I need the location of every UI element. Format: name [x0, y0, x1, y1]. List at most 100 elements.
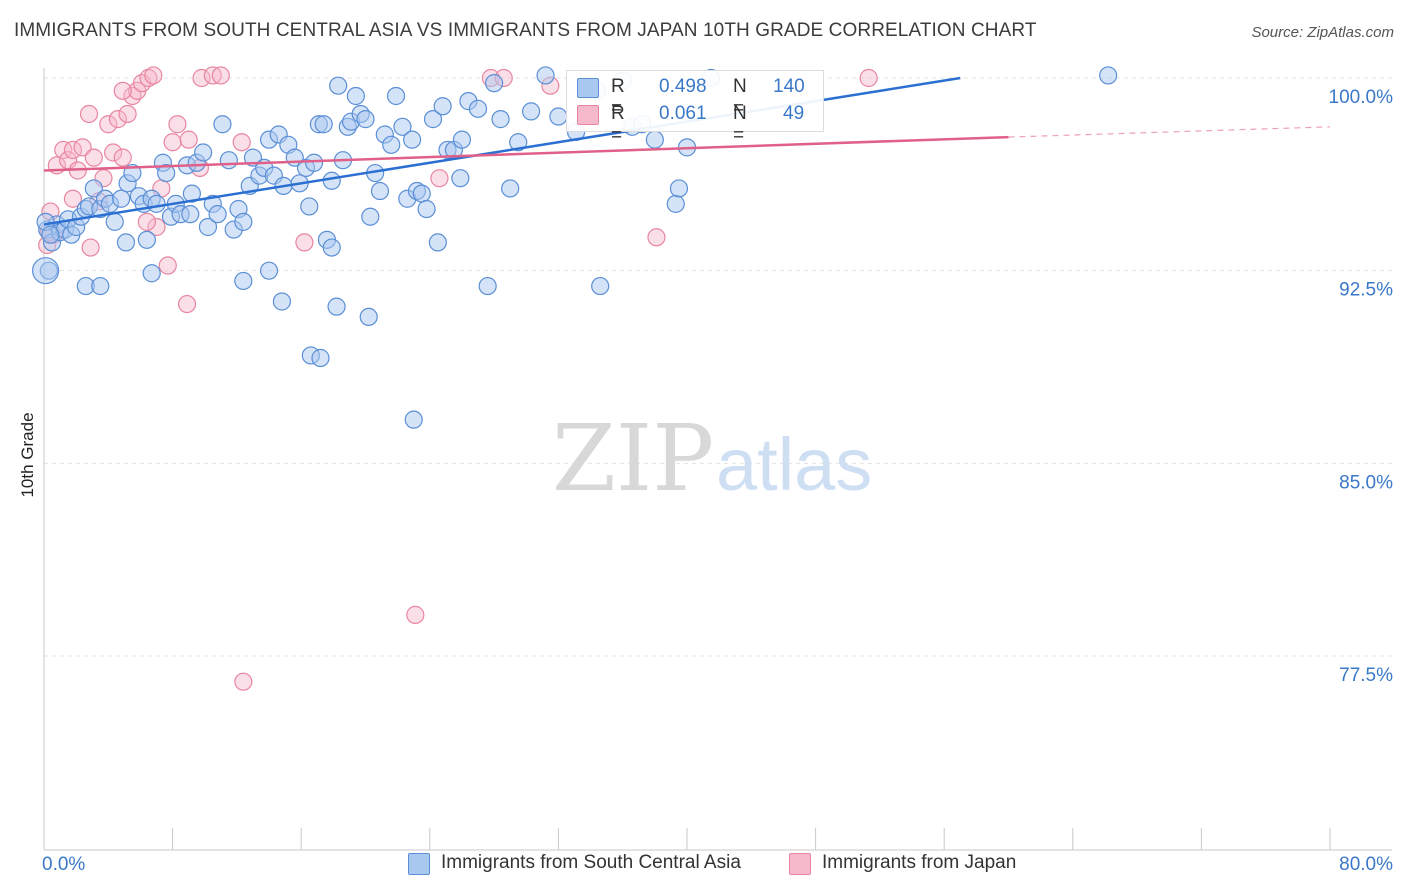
data-point-south-central-asia [521, 102, 541, 121]
watermark-zip: ZIP [552, 405, 714, 512]
y-tick-label: 100.0% [1329, 87, 1394, 108]
data-point-japan [192, 68, 211, 88]
data-point-japan [647, 228, 666, 247]
data-point-south-central-asia [491, 110, 510, 129]
source-credit: Source: ZipAtlas.com [1251, 24, 1394, 41]
data-point-japan [108, 110, 128, 129]
data-point-japan [84, 148, 103, 167]
data-point-south-central-asia [452, 130, 472, 149]
data-point-japan [104, 143, 123, 162]
data-point-south-central-asia [361, 207, 380, 226]
data-point-south-central-asia [137, 230, 156, 249]
data-point-south-central-asia [142, 264, 161, 283]
data-point-japan [179, 130, 198, 149]
data-point-south-central-asia [645, 130, 664, 149]
data-point-south-central-asia [412, 184, 431, 203]
data-point-japan [73, 138, 92, 157]
data-point-japan [123, 86, 142, 106]
data-point-japan [144, 66, 163, 85]
data-point-south-central-asia [329, 76, 348, 95]
data-point-south-central-asia [314, 115, 333, 134]
data-point-japan [54, 140, 73, 160]
data-point-south-central-asia [182, 184, 201, 203]
watermark-atlas: atlas [716, 423, 872, 506]
data-point-south-central-asia [147, 194, 166, 213]
data-point-japan [147, 217, 166, 237]
data-point-south-central-asia [468, 99, 488, 118]
data-point-south-central-asia [311, 348, 330, 368]
data-point-south-central-asia [669, 179, 689, 198]
x-tick-label: 80.0% [1339, 854, 1393, 875]
n-value: 49 [783, 103, 805, 124]
data-point-south-central-asia [219, 151, 238, 170]
y-tick-label: 92.5% [1339, 280, 1393, 301]
data-point-japan [139, 68, 158, 88]
data-point-south-central-asia [112, 189, 131, 208]
data-point-japan [63, 189, 83, 208]
data-point-japan [81, 238, 100, 257]
data-point-japan [177, 294, 197, 314]
data-point-south-central-asia [157, 163, 176, 183]
legend-label: Immigrants from Japan [822, 852, 1017, 873]
x-tick-label: 0.0% [42, 854, 85, 875]
data-point-south-central-asia [386, 86, 406, 106]
data-point-japan [295, 233, 314, 252]
legend-label: Immigrants from South Central Asia [441, 852, 741, 873]
data-point-south-central-asia [116, 233, 136, 252]
data-point-south-central-asia [198, 217, 218, 237]
data-point-south-central-asia [423, 110, 443, 129]
r-label: R = [611, 103, 625, 146]
data-point-south-central-asia [591, 276, 610, 296]
data-point-japan [99, 115, 118, 134]
data-point-japan [113, 81, 132, 100]
data-point-south-central-asia [549, 107, 568, 126]
data-point-japan [79, 104, 99, 124]
data-point-south-central-asia [404, 410, 423, 429]
data-point-south-central-asia [509, 133, 528, 152]
r-value: 0.498 [659, 76, 707, 97]
chart-title: IMMIGRANTS FROM SOUTH CENTRAL ASIA VS IM… [14, 20, 1037, 41]
data-point-south-central-asia [213, 115, 232, 134]
data-point-south-central-asia [327, 297, 346, 316]
data-point-japan [113, 148, 132, 167]
legend-swatch-pink [577, 105, 599, 125]
trendline-japan-extension [1008, 126, 1331, 138]
data-point-south-central-asia [478, 276, 497, 296]
data-point-south-central-asia [322, 238, 341, 257]
data-point-japan [859, 68, 878, 88]
data-point-south-central-asia [208, 205, 227, 224]
data-point-south-central-asia [501, 179, 520, 198]
data-point-japan [137, 212, 156, 231]
stats-legend: R = 0.498 N = 140 R = 0.061 N = 49 [566, 70, 824, 146]
data-point-south-central-asia [105, 212, 124, 231]
data-point-south-central-asia [272, 292, 292, 311]
data-point-south-central-asia [403, 130, 422, 149]
data-point-south-central-asia [194, 143, 213, 162]
y-tick-label: 85.0% [1339, 472, 1393, 493]
tick-labels: 100.0% 92.5% 85.0% 77.5% 0.0% 80.0% [42, 87, 1393, 875]
data-point-south-central-asia [1099, 66, 1118, 85]
data-point-south-central-asia [393, 117, 412, 136]
data-point-south-central-asia [433, 97, 452, 116]
data-point-south-central-asia [346, 86, 365, 106]
data-point-south-central-asia [234, 212, 253, 231]
data-point-japan [406, 605, 425, 624]
data-point-south-central-asia [536, 66, 555, 85]
r-label: R = [611, 76, 625, 119]
n-value: 140 [773, 76, 805, 97]
data-point-south-central-asia [428, 233, 447, 252]
data-point-south-central-asia [84, 179, 103, 198]
n-label: N = [733, 76, 747, 119]
data-point-japan [163, 133, 182, 152]
data-point-south-central-asia [300, 197, 319, 216]
data-point-south-central-asia [259, 261, 279, 280]
data-point-south-central-asia [359, 307, 378, 327]
data-point-japan [234, 672, 253, 691]
data-point-south-central-asia [181, 205, 200, 224]
data-point-south-central-asia [417, 199, 436, 219]
data-point-south-central-asia [234, 271, 253, 291]
data-point-japan [158, 256, 177, 275]
data-point-south-central-asia [41, 225, 60, 244]
n-label: N = [733, 103, 747, 146]
